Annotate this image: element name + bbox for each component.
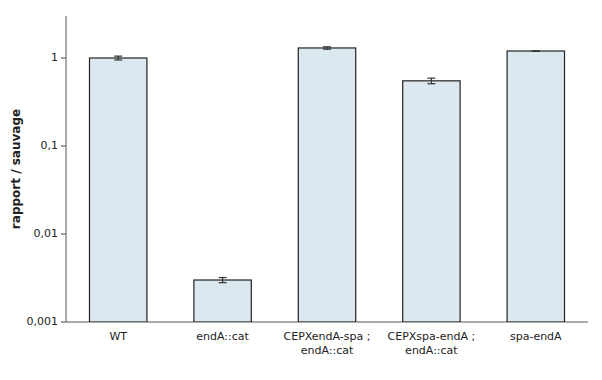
error-cap <box>532 50 540 51</box>
error-cap <box>219 277 227 278</box>
error-line <box>222 278 223 283</box>
y-tick-label: 0,01 <box>34 227 59 240</box>
chart-svg: 0,0010,010,11rapport / sauvageWTendA::ca… <box>0 0 602 380</box>
y-tick <box>61 145 66 146</box>
error-cap <box>219 282 227 283</box>
x-tick-label-line: endA::cat <box>405 344 458 357</box>
bar <box>89 58 146 322</box>
x-tick-label: endA::cat <box>196 330 249 343</box>
error-bar <box>532 51 540 52</box>
error-bar <box>427 78 435 84</box>
plot-area <box>89 47 564 322</box>
error-bar <box>114 56 122 60</box>
x-tick-label-line: CEPXendA-spa ; <box>284 330 371 343</box>
error-cap <box>323 49 331 50</box>
error-cap <box>114 59 122 60</box>
chart: 0,0010,010,11rapport / sauvageWTendA::ca… <box>0 0 602 380</box>
y-tick <box>61 322 66 323</box>
error-cap <box>427 78 435 79</box>
y-tick-label: 0,1 <box>41 139 59 152</box>
x-axis: WTendA::catCEPXendA-spa ;endA::catCEPXsp… <box>109 330 562 357</box>
error-bar <box>219 278 227 283</box>
error-line <box>431 78 432 84</box>
error-cap <box>323 46 331 47</box>
x-tick-label-line: endA::cat <box>301 344 354 357</box>
x-tick-label-line: CEPXspa-endA ; <box>388 330 476 343</box>
bar <box>194 280 251 322</box>
y-axis-line <box>66 16 67 322</box>
error-cap <box>114 56 122 57</box>
error-cap <box>532 50 540 51</box>
x-tick-label-line: endA::cat <box>196 330 249 343</box>
bar <box>403 81 460 322</box>
error-cap <box>427 83 435 84</box>
x-tick-label-line: spa-endA <box>510 330 562 343</box>
x-tick-label: WT <box>109 330 127 343</box>
bar <box>298 48 355 322</box>
error-bar <box>323 47 331 49</box>
y-axis: 0,001 0,01 0,1 1 <box>27 16 589 328</box>
x-tick-label: CEPXspa-endA ;endA::cat <box>388 330 476 357</box>
y-tick-label: 1 <box>51 51 58 64</box>
x-tick-label: CEPXendA-spa ;endA::cat <box>284 330 371 357</box>
x-tick-label-line: WT <box>109 330 127 343</box>
y-axis-label: rapport / sauvage <box>9 109 23 229</box>
bar <box>507 51 564 322</box>
y-tick-label: 0,001 <box>27 315 59 328</box>
y-tick <box>61 233 66 234</box>
x-tick-label: spa-endA <box>510 330 562 343</box>
y-tick <box>61 57 66 58</box>
